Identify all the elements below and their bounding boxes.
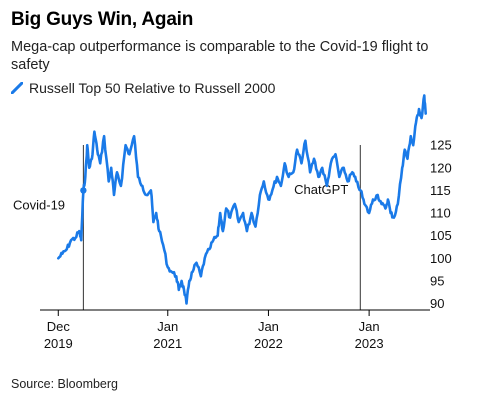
- series-line: [57, 94, 427, 305]
- legend: Russell Top 50 Relative to Russell 2000: [11, 80, 275, 96]
- markers: [80, 187, 87, 194]
- y-tick-label-6: 120: [430, 160, 452, 175]
- y-axis: 90 95 100 105 110 115 120 125: [430, 138, 452, 311]
- y-tick-label-3: 105: [430, 228, 452, 243]
- annotations: Covid-19 ChatGPT: [13, 145, 361, 310]
- y-tick-label-7: 125: [430, 138, 452, 153]
- x-tick-label-2: Jan: [258, 319, 279, 334]
- y-tick-label-5: 115: [430, 183, 451, 198]
- annotation-marker-covid: [80, 187, 87, 194]
- x-tick-label-0: Dec: [47, 319, 71, 334]
- legend-line-icon: [11, 82, 23, 94]
- y-tick-label-1: 95: [430, 273, 444, 288]
- x-axis: Dec 2019 Jan 2021 Jan 2022 Jan 2023: [40, 309, 430, 351]
- legend-label: Russell Top 50 Relative to Russell 2000: [29, 80, 276, 96]
- x-tick-year-2: 2022: [254, 336, 283, 351]
- x-tick-year-3: 2023: [355, 336, 384, 351]
- annotation-label-covid: Covid-19: [13, 197, 65, 212]
- chart-subtitle: Mega-cap outperformance is comparable to…: [11, 39, 429, 73]
- x-tick-year-0: 2019: [44, 336, 73, 351]
- source-note: Source: Bloomberg: [11, 377, 119, 391]
- y-tick-label-4: 110: [430, 206, 451, 221]
- annotation-label-chatgpt: ChatGPT: [294, 182, 348, 197]
- x-tick-label-1: Jan: [157, 319, 178, 334]
- x-tick-year-1: 2021: [153, 336, 182, 351]
- y-tick-label-2: 100: [430, 251, 452, 266]
- x-tick-label-3: Jan: [359, 319, 380, 334]
- chart-title: Big Guys Win, Again: [11, 9, 194, 30]
- y-tick-label-0: 90: [430, 296, 444, 311]
